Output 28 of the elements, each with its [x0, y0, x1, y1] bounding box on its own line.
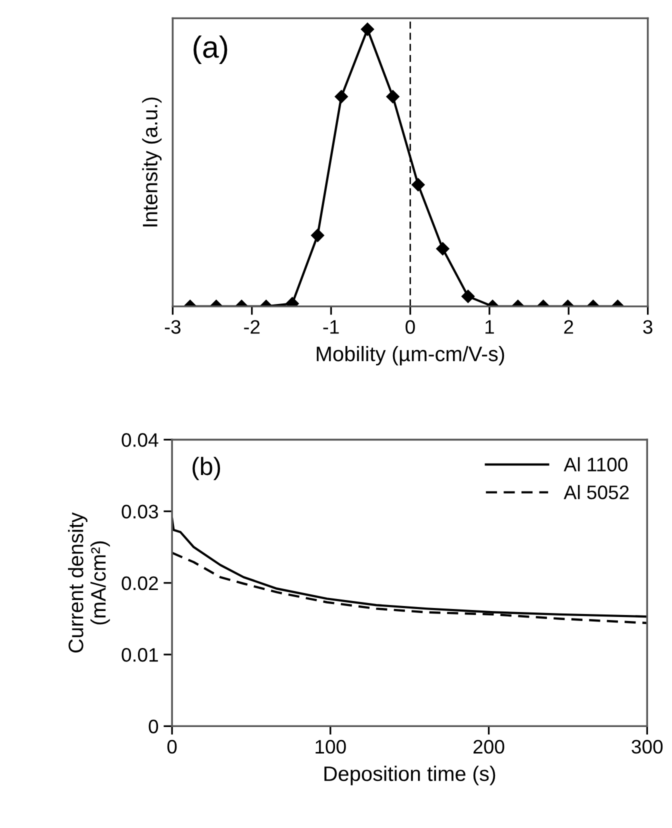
y-axis-title: Current density (mA/cm²): [68, 512, 110, 652]
y-tick-label: 0.01: [122, 648, 158, 662]
legend-label: Al 5052: [564, 485, 629, 500]
x-tick-label: -1: [323, 320, 339, 334]
y-tick-label: 0.04: [122, 433, 158, 447]
x-tick-label: -3: [164, 320, 180, 334]
x-axis-title: Deposition time (s): [324, 766, 496, 786]
legend-label: Al 1100: [564, 457, 628, 472]
x-tick-label: 3: [643, 320, 652, 334]
x-tick-label: 300: [632, 740, 663, 754]
x-tick-label: -2: [244, 320, 260, 334]
point: [412, 178, 425, 192]
x-tick-label: 200: [474, 740, 504, 754]
x-tick-label: 1: [486, 320, 494, 334]
annotation: (b): [192, 456, 220, 480]
x-axis-title: Mobility (µm-cm/V-s): [316, 346, 504, 366]
point: [386, 90, 400, 104]
x-tick-label: 0: [406, 320, 415, 334]
annotation: (a): [194, 36, 228, 64]
x-tick-label: 100: [316, 740, 346, 754]
point: [360, 22, 374, 36]
y-axis-title: Intensity (a.u.): [142, 98, 162, 226]
x-tick-label: 0: [167, 740, 177, 754]
point: [334, 90, 348, 104]
y-tick-label: 0: [148, 720, 158, 734]
x-tick-label: 2: [564, 320, 574, 334]
y-tick-label: 0.03: [122, 504, 158, 519]
y-tick-label: 0.02: [122, 576, 158, 590]
